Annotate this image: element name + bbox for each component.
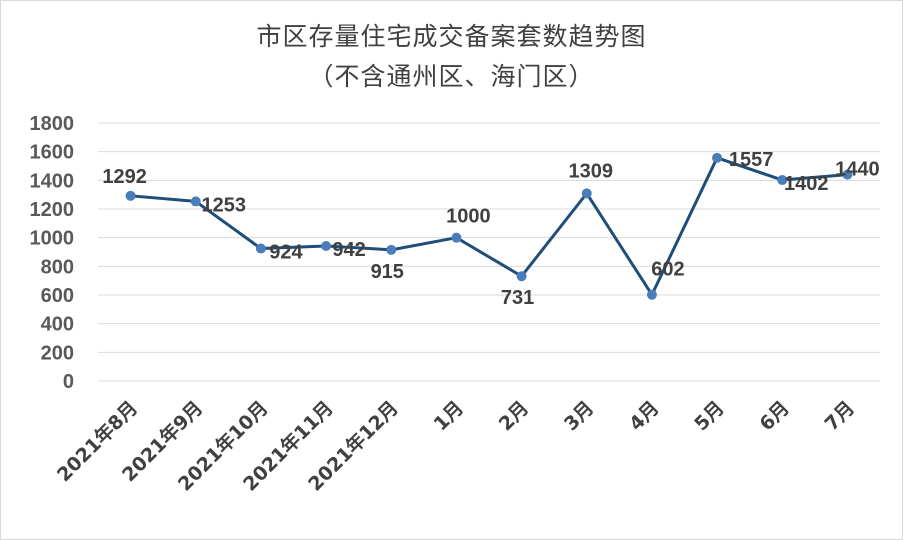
data-label: 915	[371, 261, 404, 283]
y-tick-label: 0	[63, 371, 74, 393]
data-point	[386, 244, 397, 255]
y-tick-label: 400	[41, 314, 74, 336]
data-point	[451, 232, 462, 243]
x-tick-label: 5月	[690, 397, 728, 435]
data-label: 1253	[202, 194, 247, 216]
data-points	[125, 152, 853, 300]
data-label: 602	[651, 259, 684, 281]
data-label: 924	[269, 242, 303, 264]
data-label: 1402	[784, 173, 829, 195]
x-tick-label: 1月	[430, 397, 468, 435]
data-point	[842, 169, 853, 180]
data-label: 1557	[729, 149, 774, 171]
y-tick-label: 800	[41, 256, 74, 278]
data-point	[321, 240, 332, 251]
data-point	[712, 152, 723, 163]
series-lines	[130, 156, 848, 297]
data-point	[777, 175, 788, 186]
x-tick-label: 4月	[625, 397, 663, 435]
x-tick-label: 7月	[821, 397, 859, 435]
chart-subtitle: （不含通州区、海门区）	[308, 62, 595, 91]
data-point	[190, 196, 201, 207]
y-axis-ticks: 0 200 400 600 800 1000 1200 1400 1600 1800	[30, 113, 75, 393]
y-tick-label: 1000	[30, 228, 75, 250]
chart-title: 市区存量住宅成交备案套数趋势图	[256, 22, 647, 51]
data-label: 1309	[569, 160, 614, 182]
y-tick-label: 600	[41, 285, 74, 307]
data-point	[516, 271, 527, 282]
y-tick-label: 1200	[30, 199, 75, 221]
data-point	[255, 243, 266, 254]
series-line	[130, 156, 848, 297]
gridlines	[98, 122, 880, 382]
data-labels: 1292 1253 924 942 915 1000 731 1309 602 1557 1402 1…	[102, 149, 879, 309]
x-tick-label: 6月	[755, 397, 793, 435]
data-point	[646, 289, 657, 300]
y-tick-label: 1400	[30, 170, 75, 192]
data-point	[581, 188, 592, 199]
data-label: 942	[332, 239, 365, 261]
y-tick-label: 200	[41, 342, 74, 364]
y-tick-label: 1600	[30, 142, 75, 164]
data-label: 1292	[102, 166, 147, 188]
y-tick-label: 1800	[30, 113, 75, 135]
x-tick-label: 2月	[495, 397, 533, 435]
x-tick-label: 3月	[560, 397, 598, 435]
data-label: 731	[501, 287, 534, 309]
data-label: 1440	[835, 159, 880, 181]
data-label: 1000	[446, 206, 491, 228]
data-point	[125, 190, 136, 201]
